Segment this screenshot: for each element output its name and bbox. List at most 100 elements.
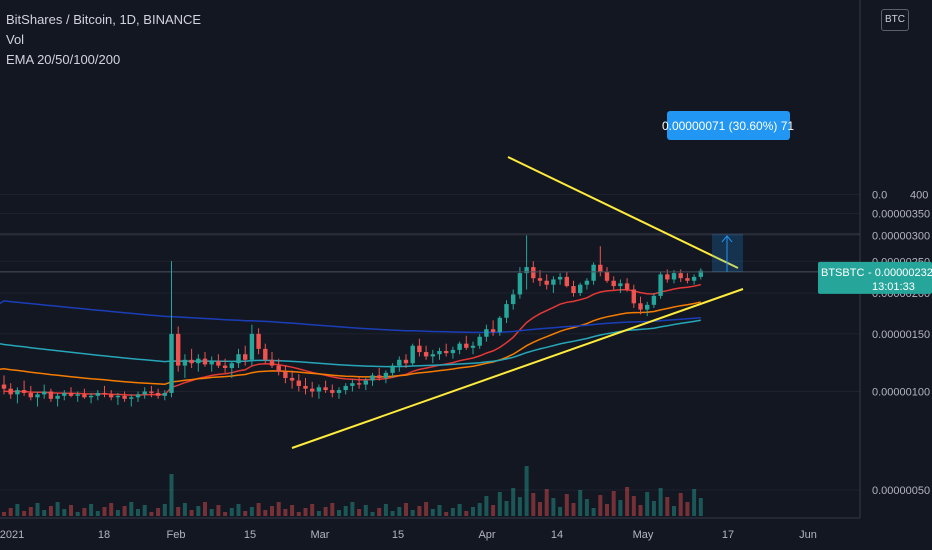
volume-bar	[531, 493, 536, 516]
price-tick-label: 0.00000100	[872, 387, 930, 399]
candle-body	[142, 391, 147, 395]
volume-bar	[223, 512, 228, 516]
candle-body	[88, 395, 94, 398]
volume-bar	[276, 502, 281, 516]
symbol-title[interactable]: BitShares / Bitcoin, 1D, BINANCE	[6, 12, 202, 27]
volume-bar	[256, 503, 261, 516]
volume-bar	[15, 504, 20, 516]
volume-bar	[658, 488, 663, 516]
candle-body	[135, 394, 141, 398]
volume-bar	[28, 507, 33, 516]
measure-label-text: 0.00000071 (30.60%) 71	[662, 119, 794, 133]
candle-body	[423, 352, 429, 357]
volume-bar	[638, 505, 643, 516]
candle-body	[544, 280, 549, 285]
volume-bar	[243, 511, 248, 516]
candle-body	[276, 365, 281, 372]
candle-body	[584, 280, 590, 285]
candle-body	[62, 392, 67, 396]
candle-body	[249, 333, 255, 360]
volume-bar	[129, 502, 134, 516]
time-tick-label: 15	[244, 529, 256, 541]
volume-bar	[404, 503, 408, 516]
volume-bar	[270, 506, 274, 516]
candle-body	[370, 375, 375, 381]
candle-body	[578, 284, 583, 293]
candle-body	[417, 345, 422, 353]
volume-bar	[370, 512, 375, 516]
time-tick-label: 15	[392, 529, 404, 541]
time-tick-label: Jun	[799, 529, 817, 541]
candle-body	[222, 365, 228, 368]
volume-bar	[95, 511, 100, 516]
time-tick-label: 2021	[0, 529, 24, 541]
candle-body	[209, 360, 214, 365]
candle-body	[176, 333, 181, 366]
time-tick-label: Feb	[167, 529, 186, 541]
candle-body	[564, 276, 569, 287]
volume-bar	[497, 492, 502, 516]
candle-body	[671, 273, 677, 280]
volume-bar	[390, 511, 395, 516]
volume-bar	[558, 507, 563, 516]
last-price-symbol: BTSBTC	[821, 267, 864, 279]
last-price-value: - 0.00000232	[868, 267, 932, 279]
candle-body	[651, 295, 657, 305]
candle-body	[397, 359, 402, 366]
volume-bar	[303, 508, 308, 516]
volume-bar	[330, 503, 335, 516]
candle-body	[403, 359, 409, 364]
candle-body	[82, 394, 87, 398]
price-tick-label-top: 0.0	[872, 190, 887, 202]
volume-indicator-label[interactable]: Vol	[6, 32, 25, 47]
candle-body	[551, 279, 556, 285]
volume-bar	[149, 512, 154, 516]
volume-bar	[591, 508, 596, 516]
candle-body	[638, 303, 643, 310]
volume-bar	[102, 507, 107, 516]
candle-body	[645, 304, 650, 310]
price-tick-label-top-suffix: 400	[910, 190, 928, 202]
volume-bar	[605, 504, 609, 516]
candle-body	[631, 289, 636, 304]
drawings: 0.00000071 (30.60%) 71	[0, 111, 860, 449]
volume-bar	[249, 507, 254, 516]
candle-body	[665, 274, 670, 280]
candle-body	[685, 278, 690, 281]
candle-body	[48, 391, 54, 399]
currency-button[interactable]: BTC	[881, 9, 909, 31]
volume-bar	[430, 509, 435, 516]
candle-body	[336, 390, 342, 393]
volume-bar	[645, 492, 650, 516]
candle-body	[470, 345, 476, 348]
candle-body	[269, 359, 275, 366]
candle-body	[531, 267, 536, 279]
candle-body	[618, 283, 623, 287]
volume-bar	[283, 509, 288, 516]
volume-bar	[182, 503, 187, 516]
candle-body	[537, 278, 543, 281]
ema-indicator-label[interactable]: EMA 20/50/100/200	[6, 52, 121, 67]
candle-body	[155, 392, 161, 396]
candle-body	[457, 343, 462, 350]
price-tick-label: 0.00000350	[872, 208, 930, 220]
volume-bar	[216, 505, 221, 516]
volume-bar	[316, 511, 321, 516]
volume-bar	[55, 502, 60, 516]
volume-bar	[162, 504, 167, 516]
volume-bar	[323, 507, 328, 516]
chart-legend: BitShares / Bitcoin, 1D, BINANCE Vol EMA…	[6, 10, 201, 70]
time-axis: 2021 18 Feb 15 Mar 15 Apr 14 May 17 Jun	[0, 529, 817, 541]
last-price-label-box	[818, 261, 932, 294]
candle-body	[162, 392, 167, 396]
volume-bar	[236, 504, 241, 516]
ema-lines	[0, 283, 701, 396]
volume-bar	[511, 488, 516, 516]
volume-bar	[377, 508, 382, 516]
price-axis: 0.000000500.000001000.000001500.00000200…	[818, 190, 932, 497]
candle-body	[303, 385, 308, 389]
volume-bar	[410, 510, 415, 516]
time-tick-label: 18	[98, 529, 110, 541]
volume-bar	[196, 506, 201, 516]
